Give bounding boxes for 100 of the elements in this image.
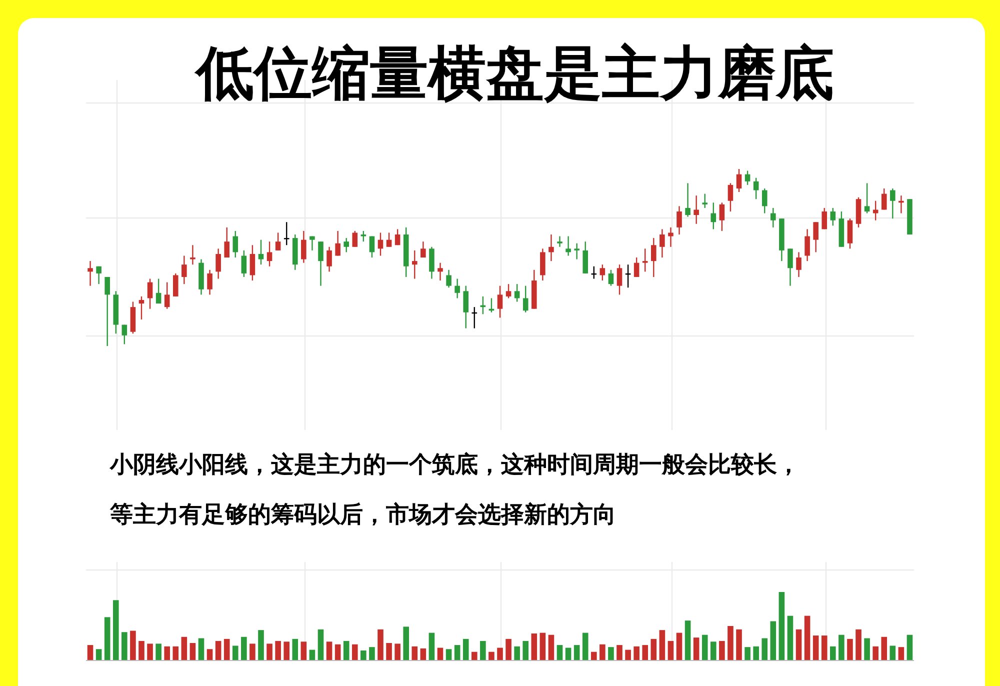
candlestick — [822, 207, 828, 230]
candlestick — [702, 193, 708, 209]
bar — [796, 629, 802, 660]
bar — [275, 640, 281, 660]
candlestick — [608, 269, 614, 286]
bar — [548, 634, 554, 660]
candlestick — [420, 240, 426, 258]
bar — [856, 629, 862, 660]
candlestick — [172, 272, 178, 298]
candlestick — [847, 218, 853, 250]
bar — [668, 640, 674, 660]
bar — [96, 649, 102, 660]
bar — [241, 636, 247, 660]
candlestick — [104, 276, 110, 347]
bar — [590, 652, 597, 660]
candlestick — [369, 236, 375, 258]
bar — [232, 646, 238, 660]
bar — [138, 640, 144, 660]
bar — [446, 649, 452, 660]
candlestick — [360, 230, 366, 242]
bar — [804, 616, 810, 660]
bar — [753, 646, 759, 660]
candlestick — [182, 255, 187, 285]
candlestick — [138, 296, 144, 320]
text: 等主力有足够的筹码以后，市场才会选择新的方向 — [109, 501, 616, 528]
candlestick — [864, 182, 870, 214]
candlestick — [96, 266, 102, 285]
bar — [164, 646, 170, 660]
candlestick — [344, 237, 349, 253]
candlestick — [301, 230, 306, 264]
bar — [309, 650, 316, 660]
bar — [659, 630, 666, 660]
candlestick — [830, 207, 836, 226]
candlestick — [122, 324, 128, 345]
candlestick — [386, 232, 392, 248]
bar — [300, 642, 307, 660]
bar — [190, 643, 196, 660]
chart-title: 低位缩量横盘是主力磨底 — [194, 39, 834, 107]
bar — [890, 646, 896, 660]
bar — [471, 652, 478, 660]
candlestick — [224, 226, 230, 258]
bar — [318, 629, 324, 660]
candlestick — [694, 194, 699, 224]
bar — [830, 646, 836, 660]
bar — [412, 646, 418, 660]
candlestick — [566, 236, 571, 256]
bar — [292, 638, 298, 660]
bar — [206, 649, 213, 660]
candlestick — [651, 237, 656, 278]
candlestick — [582, 240, 588, 274]
bar — [454, 645, 460, 660]
bar — [522, 640, 529, 660]
candlestick — [881, 188, 887, 210]
bar — [215, 640, 222, 660]
bar — [87, 645, 94, 660]
bar — [506, 638, 512, 660]
bar — [778, 592, 785, 660]
bar — [428, 632, 435, 660]
bar — [360, 650, 366, 660]
candlestick — [412, 250, 418, 280]
candlestick — [164, 282, 170, 310]
text: 小阴线小阳线，这是主力的一个筑底，这种时间周期一般会比较长， — [109, 451, 800, 478]
bar — [394, 644, 400, 660]
candlestick — [352, 230, 358, 248]
bar — [710, 642, 716, 660]
candlestick — [804, 228, 810, 262]
candlestick — [394, 228, 400, 246]
bar — [540, 632, 546, 660]
bar — [898, 647, 904, 660]
bar — [420, 648, 426, 660]
bar — [608, 647, 614, 660]
bar — [582, 632, 588, 660]
bar — [736, 629, 742, 660]
bar — [872, 646, 878, 660]
candlestick — [685, 182, 690, 218]
bar — [488, 652, 494, 660]
bar — [770, 621, 776, 660]
bar — [122, 632, 128, 660]
candlestick — [258, 239, 264, 266]
candlestick — [429, 246, 434, 280]
bar — [642, 645, 648, 660]
bar — [744, 647, 750, 660]
bar — [378, 629, 384, 660]
bar — [600, 644, 606, 660]
bar — [634, 646, 640, 660]
candlestick — [753, 177, 759, 200]
bar — [684, 620, 691, 660]
bar — [386, 643, 392, 660]
candlestick — [710, 202, 716, 230]
bar — [437, 648, 444, 660]
bar — [403, 626, 410, 660]
bar — [147, 644, 153, 660]
bar — [881, 636, 888, 660]
candlestick — [275, 232, 281, 252]
candlestick — [676, 206, 682, 236]
bar — [156, 644, 162, 660]
bar — [369, 647, 375, 660]
candlestick — [216, 248, 221, 280]
candlestick — [250, 244, 256, 282]
bar — [198, 638, 204, 660]
